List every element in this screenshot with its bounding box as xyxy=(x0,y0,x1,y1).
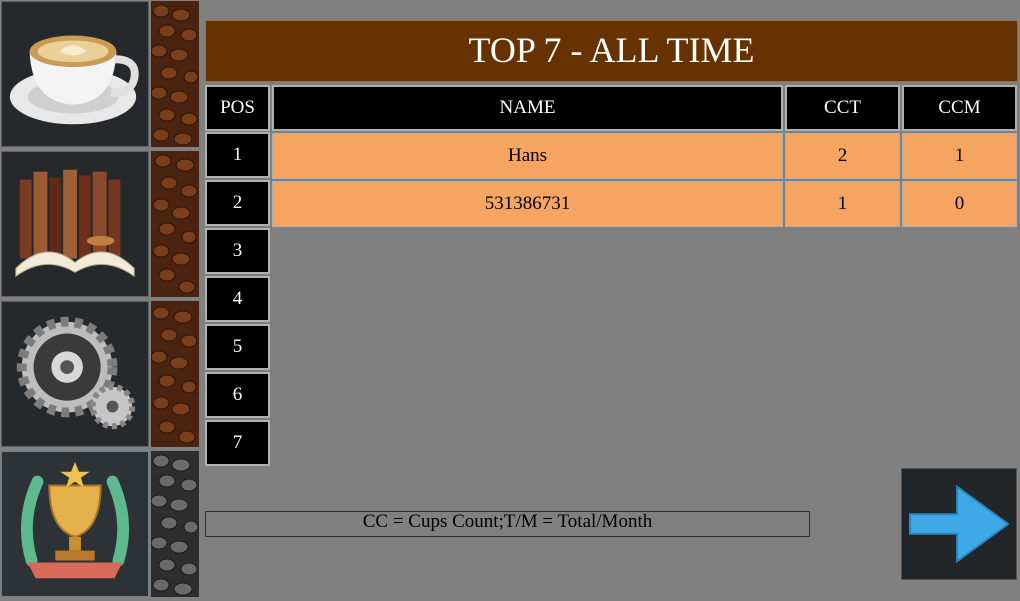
coffee-beans-decoration xyxy=(151,301,199,447)
row-cct-cell: 1 xyxy=(785,181,900,227)
coffee-beans-decoration xyxy=(151,451,199,597)
row-ccm-cell: 1 xyxy=(902,133,1017,179)
coffee-beans-icon xyxy=(151,301,199,447)
gears-icon xyxy=(16,316,136,430)
position-cell: 7 xyxy=(205,420,270,466)
coffee-beans-icon xyxy=(151,1,199,147)
coffee-beans-icon xyxy=(151,151,199,297)
row-cct-cell: 2 xyxy=(785,133,900,179)
nav-leaderboard-button[interactable] xyxy=(1,451,149,597)
position-cell: 6 xyxy=(205,372,270,418)
row-name-cell: Hans xyxy=(272,133,783,179)
position-cell: 1 xyxy=(205,132,270,178)
nav-settings-button[interactable] xyxy=(1,301,149,447)
row-ccm-cell: 0 xyxy=(902,181,1017,227)
header-pos: POS xyxy=(205,85,270,131)
page-title: TOP 7 - ALL TIME xyxy=(205,20,1018,82)
legend-text: CC = Cups Count;T/M = Total/Month xyxy=(205,511,810,537)
next-button[interactable] xyxy=(901,468,1017,580)
position-cell: 5 xyxy=(205,324,270,370)
coffee-cup-icon xyxy=(9,35,139,125)
arrow-right-icon xyxy=(908,484,1010,564)
coffee-beans-decoration xyxy=(151,1,199,147)
position-cell: 4 xyxy=(205,276,270,322)
trophy-icon xyxy=(20,461,130,579)
nav-coffee-button[interactable] xyxy=(1,1,149,147)
header-ccm: CCM xyxy=(902,85,1017,131)
library-icon xyxy=(15,169,135,278)
header-name: NAME xyxy=(272,85,783,131)
position-cell: 2 xyxy=(205,180,270,226)
nav-library-button[interactable] xyxy=(1,151,149,297)
row-name-cell: 531386731 xyxy=(272,181,783,227)
coffee-beans-gray-icon xyxy=(151,451,199,597)
coffee-beans-decoration xyxy=(151,151,199,297)
header-cct: CCT xyxy=(785,85,900,131)
position-cell: 3 xyxy=(205,228,270,274)
